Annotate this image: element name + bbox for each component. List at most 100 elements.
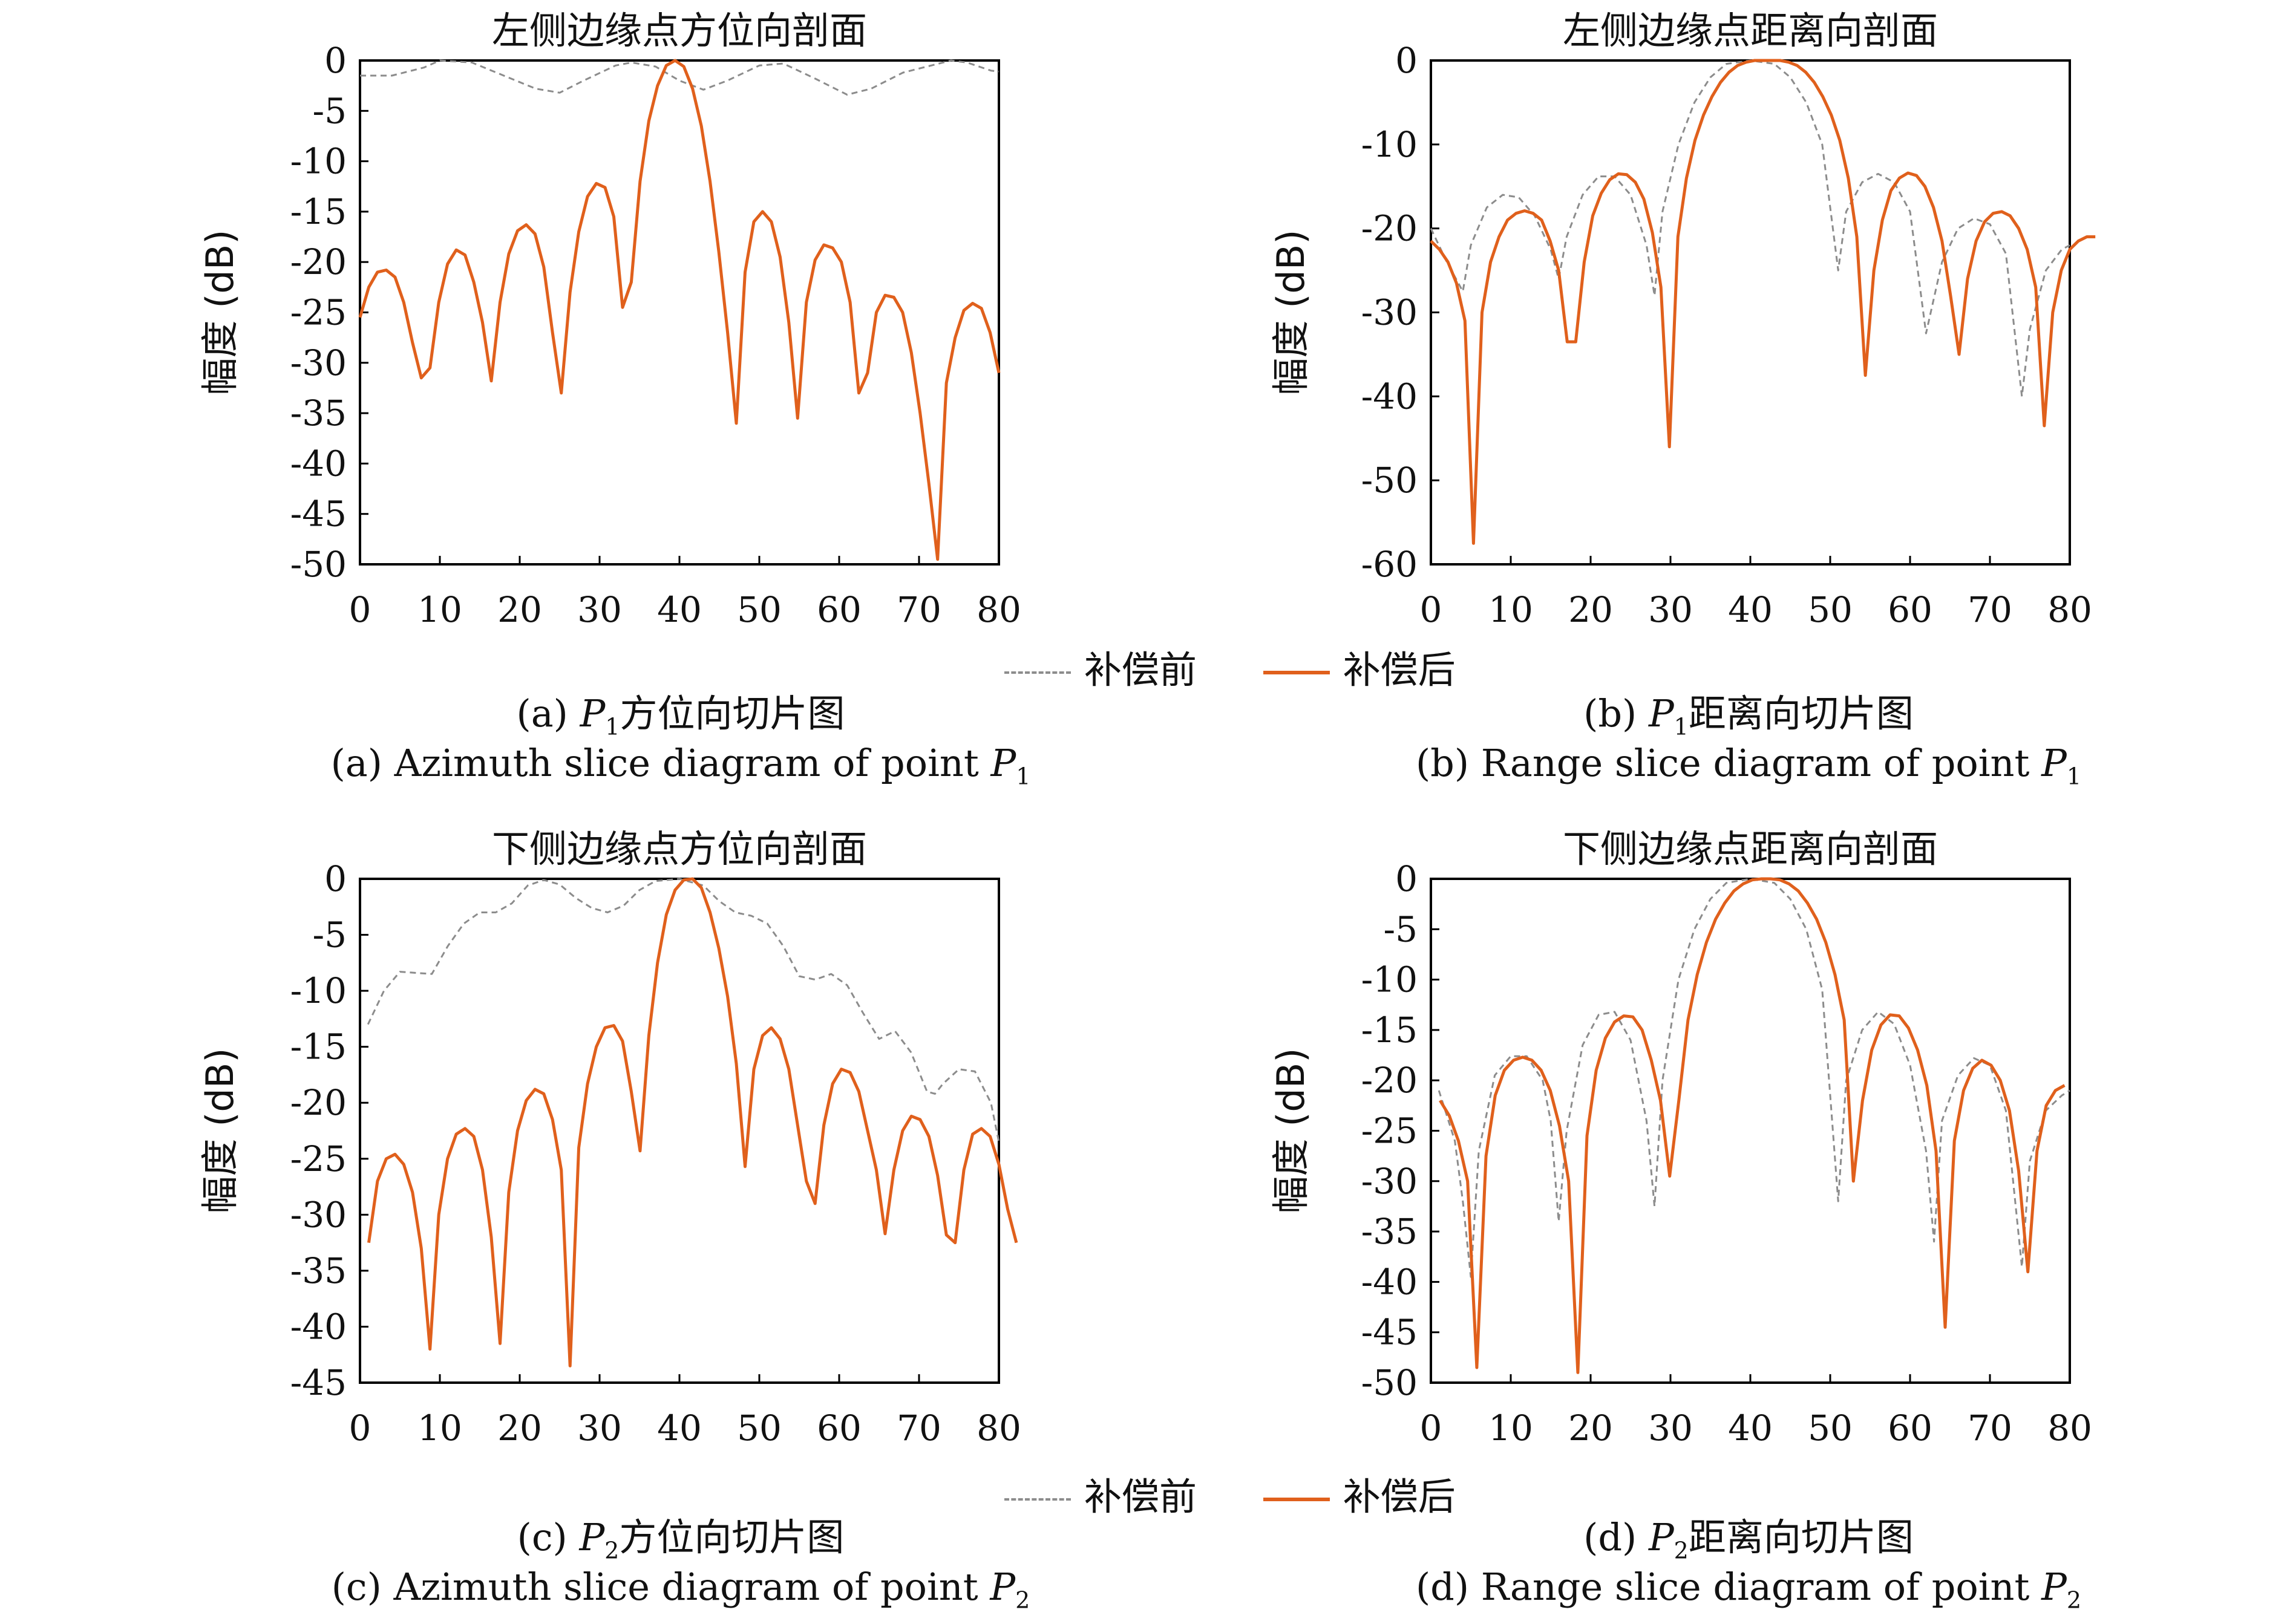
y-tick-label-a: -10 — [290, 141, 347, 182]
y-tick-label-a: -20 — [290, 241, 347, 282]
y-axis-label-c: 幅度 (dB) — [198, 1048, 242, 1214]
caption-d-zh: (d) P2距离向切片图 — [1583, 1515, 1914, 1564]
caption-d-en: (d) Range slice diagram of point P2 — [1415, 1565, 2082, 1614]
y-tick-label-a: -50 — [290, 544, 347, 585]
x-tick-label-c: 70 — [897, 1407, 941, 1449]
legend-swatch-before — [1004, 671, 1071, 674]
x-tick-label-c: 0 — [349, 1407, 371, 1449]
x-tick-label-d: 0 — [1420, 1407, 1442, 1449]
x-tick-label-b: 50 — [1808, 589, 1853, 630]
legend-swatch-after — [1263, 1497, 1330, 1501]
y-tick-label-b: -60 — [1361, 544, 1418, 585]
x-tick-label-a: 50 — [737, 589, 782, 630]
y-tick-label-a: -35 — [290, 393, 347, 434]
legend-swatch-before — [1004, 1498, 1071, 1501]
x-tick-label-a: 0 — [349, 589, 371, 630]
x-tick-label-a: 70 — [897, 589, 941, 630]
y-tick-label-b: -20 — [1361, 208, 1418, 249]
chart-title-a: 左侧边缘点方位向剖面 — [492, 8, 867, 53]
x-tick-label-c: 40 — [657, 1407, 702, 1449]
series-line-after-b — [1430, 59, 2096, 545]
y-tick-label-b: -30 — [1361, 292, 1418, 333]
legend-top: 补偿前 补偿后 — [1004, 649, 1510, 691]
series-line-after-c — [367, 877, 1018, 1368]
chart-title-c: 下侧边缘点方位向剖面 — [492, 827, 867, 871]
legend-item-before: 补偿前 — [1004, 649, 1197, 691]
y-tick-label-d: -45 — [1361, 1312, 1418, 1353]
y-axis-label-d: 幅度 (dB) — [1269, 1048, 1313, 1214]
x-tick-label-b: 80 — [2047, 589, 2092, 630]
y-tick-label-d: -10 — [1361, 959, 1418, 1000]
caption-c-en: (c) Azimuth slice diagram of point P2 — [331, 1565, 1030, 1614]
y-tick-label-c: -30 — [290, 1194, 347, 1235]
legend-label-before: 补偿前 — [1084, 1475, 1197, 1519]
y-tick-label-d: -30 — [1361, 1161, 1418, 1202]
legend-label-after: 补偿后 — [1343, 648, 1456, 692]
x-tick-label-d: 20 — [1568, 1407, 1613, 1449]
series-line-before-b — [1430, 59, 2070, 397]
y-tick-label-a: -45 — [290, 494, 347, 535]
y-tick-label-b: -50 — [1361, 460, 1418, 501]
x-tick-label-b: 60 — [1888, 589, 1932, 630]
x-tick-label-b: 70 — [1968, 589, 2012, 630]
legend-label-after: 补偿后 — [1343, 1475, 1456, 1519]
x-tick-label-a: 30 — [577, 589, 622, 630]
y-tick-label-a: -15 — [290, 191, 347, 232]
y-tick-label-b: -10 — [1361, 124, 1418, 165]
x-tick-label-d: 40 — [1728, 1407, 1773, 1449]
x-tick-label-d: 50 — [1808, 1407, 1853, 1449]
y-tick-label-c: -20 — [290, 1082, 347, 1123]
series-line-before-d — [1438, 878, 2070, 1278]
x-tick-label-a: 20 — [497, 589, 542, 630]
x-tick-label-a: 10 — [417, 589, 462, 630]
caption-b-zh: (b) P1距离向切片图 — [1583, 691, 1914, 740]
y-tick-label-d: -40 — [1361, 1261, 1418, 1302]
y-axis-label-b: 幅度 (dB) — [1269, 230, 1313, 396]
chart-title-b: 左侧边缘点距离向剖面 — [1563, 8, 1938, 53]
y-tick-label-c: -35 — [290, 1250, 347, 1291]
y-tick-label-a: -40 — [290, 443, 347, 484]
legend-item-before: 补偿前 — [1004, 1476, 1197, 1518]
caption-a-zh: (a) P1方位向切片图 — [516, 691, 845, 740]
legend-label-before: 补偿前 — [1084, 648, 1197, 692]
series-line-before-a — [360, 59, 1000, 96]
x-tick-label-a: 40 — [657, 589, 702, 630]
y-tick-label-c: -10 — [290, 970, 347, 1011]
chart-title-d: 下侧边缘点距离向剖面 — [1563, 827, 1938, 871]
caption-a-en: (a) Azimuth slice diagram of point P1 — [330, 741, 1031, 790]
y-tick-label-d: -5 — [1384, 908, 1418, 950]
caption-b-en: (b) Range slice diagram of point P1 — [1415, 741, 2082, 790]
y-tick-label-a: 0 — [324, 40, 347, 81]
y-tick-label-c: -5 — [313, 915, 347, 956]
x-tick-label-b: 40 — [1728, 589, 1773, 630]
x-tick-label-c: 80 — [977, 1407, 1021, 1449]
y-tick-label-d: 0 — [1395, 858, 1418, 899]
y-tick-label-a: -30 — [290, 342, 347, 383]
x-tick-label-d: 60 — [1888, 1407, 1932, 1449]
legend-swatch-after — [1263, 670, 1330, 674]
x-tick-label-b: 10 — [1488, 589, 1533, 630]
plot-frame-b — [1430, 59, 2071, 566]
x-tick-label-b: 20 — [1568, 589, 1613, 630]
legend-bottom: 补偿前 补偿后 — [1004, 1476, 1510, 1518]
x-tick-label-c: 30 — [577, 1407, 622, 1449]
y-tick-label-a: -25 — [290, 292, 347, 333]
x-tick-label-c: 50 — [737, 1407, 782, 1449]
y-tick-label-b: -40 — [1361, 376, 1418, 417]
x-tick-label-a: 60 — [817, 589, 862, 630]
y-tick-label-c: -25 — [290, 1138, 347, 1179]
y-tick-label-d: -35 — [1361, 1211, 1418, 1252]
legend-item-after: 补偿后 — [1263, 1476, 1456, 1518]
y-tick-label-d: -20 — [1361, 1060, 1418, 1101]
x-tick-label-a: 80 — [977, 589, 1021, 630]
y-tick-label-b: 0 — [1395, 40, 1418, 81]
plot-frame-d — [1430, 878, 2071, 1384]
caption-c-zh: (c) P2方位向切片图 — [517, 1515, 845, 1564]
x-tick-label-d: 30 — [1648, 1407, 1693, 1449]
y-tick-label-d: -25 — [1361, 1110, 1418, 1152]
legend-item-after: 补偿后 — [1263, 649, 1456, 691]
series-line-after-d — [1439, 877, 2066, 1374]
x-tick-label-c: 10 — [417, 1407, 462, 1449]
x-tick-label-d: 80 — [2047, 1407, 2092, 1449]
